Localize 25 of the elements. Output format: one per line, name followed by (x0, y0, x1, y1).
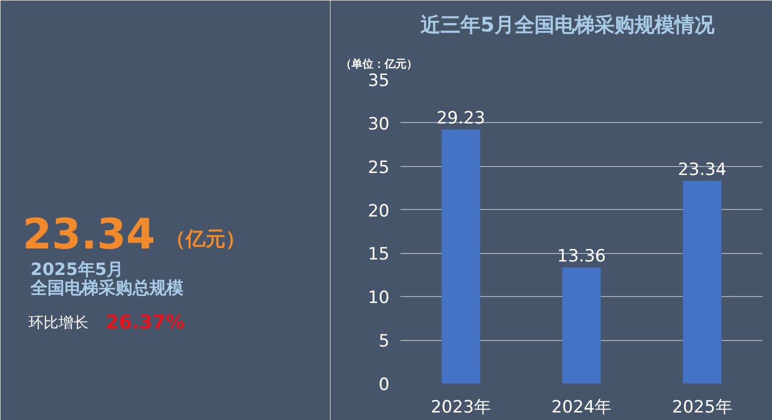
y-tick-label: 5 (378, 332, 390, 352)
x-tick-label: 2023年 (430, 398, 491, 418)
x-tick-label: 2024年 (551, 398, 612, 418)
data-label: 13.36 (557, 246, 606, 266)
text: 26.37% (106, 312, 185, 334)
y-tick-label: 20 (368, 201, 390, 222)
x-tick-label: 2025年 (672, 398, 732, 418)
y-tick-label: 0 (378, 375, 390, 395)
bar (562, 267, 601, 384)
y-axis-title: （单位：亿元） (340, 58, 418, 70)
text: 23.34 (22, 209, 156, 258)
text: 全国电梯采购总规模 (30, 278, 184, 299)
y-tick-label: 25 (368, 158, 390, 178)
bar (682, 180, 722, 384)
y-tick-label: 10 (368, 288, 390, 308)
bar (442, 130, 480, 384)
text: （亿元） (166, 226, 246, 251)
y-tick-label: 35 (368, 71, 390, 91)
data-label: 23.34 (678, 160, 727, 180)
text: 2025年5月 (30, 260, 124, 280)
chart-title: 近三年5月全国电梯采购规模情况 (420, 12, 716, 36)
data-label: 29.23 (436, 108, 486, 129)
y-tick-label: 15 (368, 244, 390, 265)
text: 环比增长 (28, 314, 88, 332)
y-tick-label: 30 (368, 114, 390, 134)
